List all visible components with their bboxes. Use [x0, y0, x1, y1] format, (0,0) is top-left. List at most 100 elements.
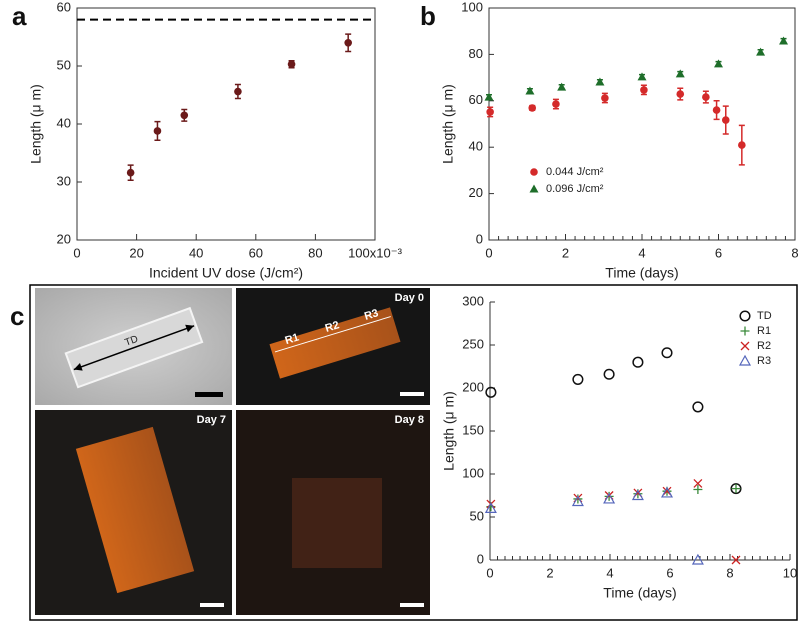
x-tick-label: 6 — [666, 565, 673, 580]
marker — [571, 495, 584, 507]
marker — [675, 69, 685, 78]
x-tick-label: 6 — [715, 245, 722, 260]
micrographs: TD R1 R2 R3 Day 0 Day 7 Day 8 — [35, 288, 430, 615]
marker — [779, 36, 789, 45]
marker — [234, 87, 242, 96]
crystal — [292, 478, 382, 568]
marker — [557, 82, 567, 91]
legend-label: TD — [757, 310, 772, 322]
x-tick-label: 4 — [638, 245, 645, 260]
x-axis-label: Time (days) — [603, 585, 676, 601]
marker — [714, 59, 723, 68]
marker — [691, 553, 704, 565]
x-tick-label: 2 — [546, 565, 553, 580]
y-tick-label: 0 — [477, 551, 484, 566]
x-axis-label: Time (days) — [605, 265, 678, 281]
x-tick-label: 0 — [485, 245, 492, 260]
plot-frame — [76, 7, 376, 241]
marker — [126, 168, 135, 177]
y-tick-label: 300 — [462, 293, 484, 308]
scale-bar — [400, 392, 424, 396]
x-tick-label: 20 — [129, 245, 143, 260]
panel-label: b — [420, 1, 436, 31]
marker — [603, 368, 615, 380]
legend-label: R1 — [757, 325, 771, 337]
marker — [603, 492, 616, 504]
annotation: R2 — [324, 319, 341, 335]
y-tick-label: 50 — [57, 57, 71, 72]
scale-bar — [200, 603, 224, 607]
panel-label: c — [10, 301, 24, 331]
panel-c-frame — [29, 284, 798, 621]
marker — [738, 141, 746, 149]
marker — [632, 356, 644, 368]
y-tick-label: 50 — [470, 508, 484, 523]
legend-label: 0.044 J/cm² — [546, 166, 604, 178]
y-tick-label: 0 — [476, 231, 483, 246]
annotation: R1 — [284, 332, 301, 348]
marker — [740, 326, 750, 336]
x-tick-label: 0 — [73, 245, 80, 260]
marker — [484, 92, 494, 101]
y-axis-label: Length (μ m) — [441, 391, 457, 471]
x-tick-label: 10 — [783, 565, 797, 580]
marker — [660, 486, 674, 498]
y-axis-label: Length (μ m) — [28, 84, 44, 164]
marker — [640, 86, 648, 94]
x-tick-label: 8 — [791, 245, 798, 260]
x-tick-label: 4 — [606, 565, 613, 580]
marker — [693, 484, 703, 494]
y-tick-label: 20 — [57, 231, 71, 246]
y-tick-label: 150 — [462, 422, 484, 437]
marker — [740, 341, 750, 351]
marker — [528, 104, 537, 112]
y-tick-label: 80 — [469, 46, 483, 61]
y-tick-label: 60 — [57, 0, 71, 14]
marker — [738, 354, 752, 366]
marker — [344, 39, 352, 47]
crystal: TD — [64, 306, 204, 389]
x-tick-label: 0 — [486, 565, 493, 580]
marker — [529, 184, 539, 193]
annotation: R3 — [363, 307, 380, 323]
marker — [756, 47, 766, 56]
marker — [702, 93, 710, 101]
day-label: Day 8 — [395, 414, 424, 426]
x-tick-label: 8 — [726, 565, 733, 580]
y-axis-label: Length (μ m) — [440, 84, 456, 164]
marker — [712, 106, 721, 114]
scale-bar — [195, 392, 223, 397]
marker — [287, 60, 296, 69]
y-tick-label: 100 — [461, 0, 483, 14]
marker — [595, 77, 605, 86]
marker — [525, 86, 535, 95]
marker — [731, 484, 741, 494]
y-tick-label: 60 — [469, 92, 483, 107]
y-tick-label: 100 — [462, 465, 484, 480]
legend-label: 0.096 J/cm² — [546, 183, 604, 195]
scale-bar — [400, 603, 424, 607]
marker — [676, 90, 685, 98]
marker — [693, 479, 703, 488]
marker — [692, 401, 704, 413]
crystal: R1 R2 R3 — [269, 307, 401, 379]
panel-label: a — [12, 1, 27, 31]
y-tick-label: 20 — [469, 185, 483, 200]
day-label: Day 0 — [395, 292, 424, 304]
marker — [661, 347, 673, 359]
y-tick-label: 250 — [462, 336, 484, 351]
marker — [484, 502, 497, 514]
marker — [486, 108, 494, 116]
x-tick-label: 40 — [189, 245, 203, 260]
y-tick-label: 200 — [462, 379, 484, 394]
marker — [637, 72, 647, 81]
plot-frame — [488, 7, 796, 241]
marker — [721, 116, 730, 124]
marker — [739, 310, 751, 322]
y-tick-label: 40 — [469, 139, 483, 154]
marker — [601, 94, 609, 102]
x-tick-label: 100x10⁻³ — [348, 245, 403, 260]
x-tick-label: 60 — [249, 245, 263, 260]
x-axis-label: Incident UV dose (J/cm²) — [149, 265, 303, 281]
